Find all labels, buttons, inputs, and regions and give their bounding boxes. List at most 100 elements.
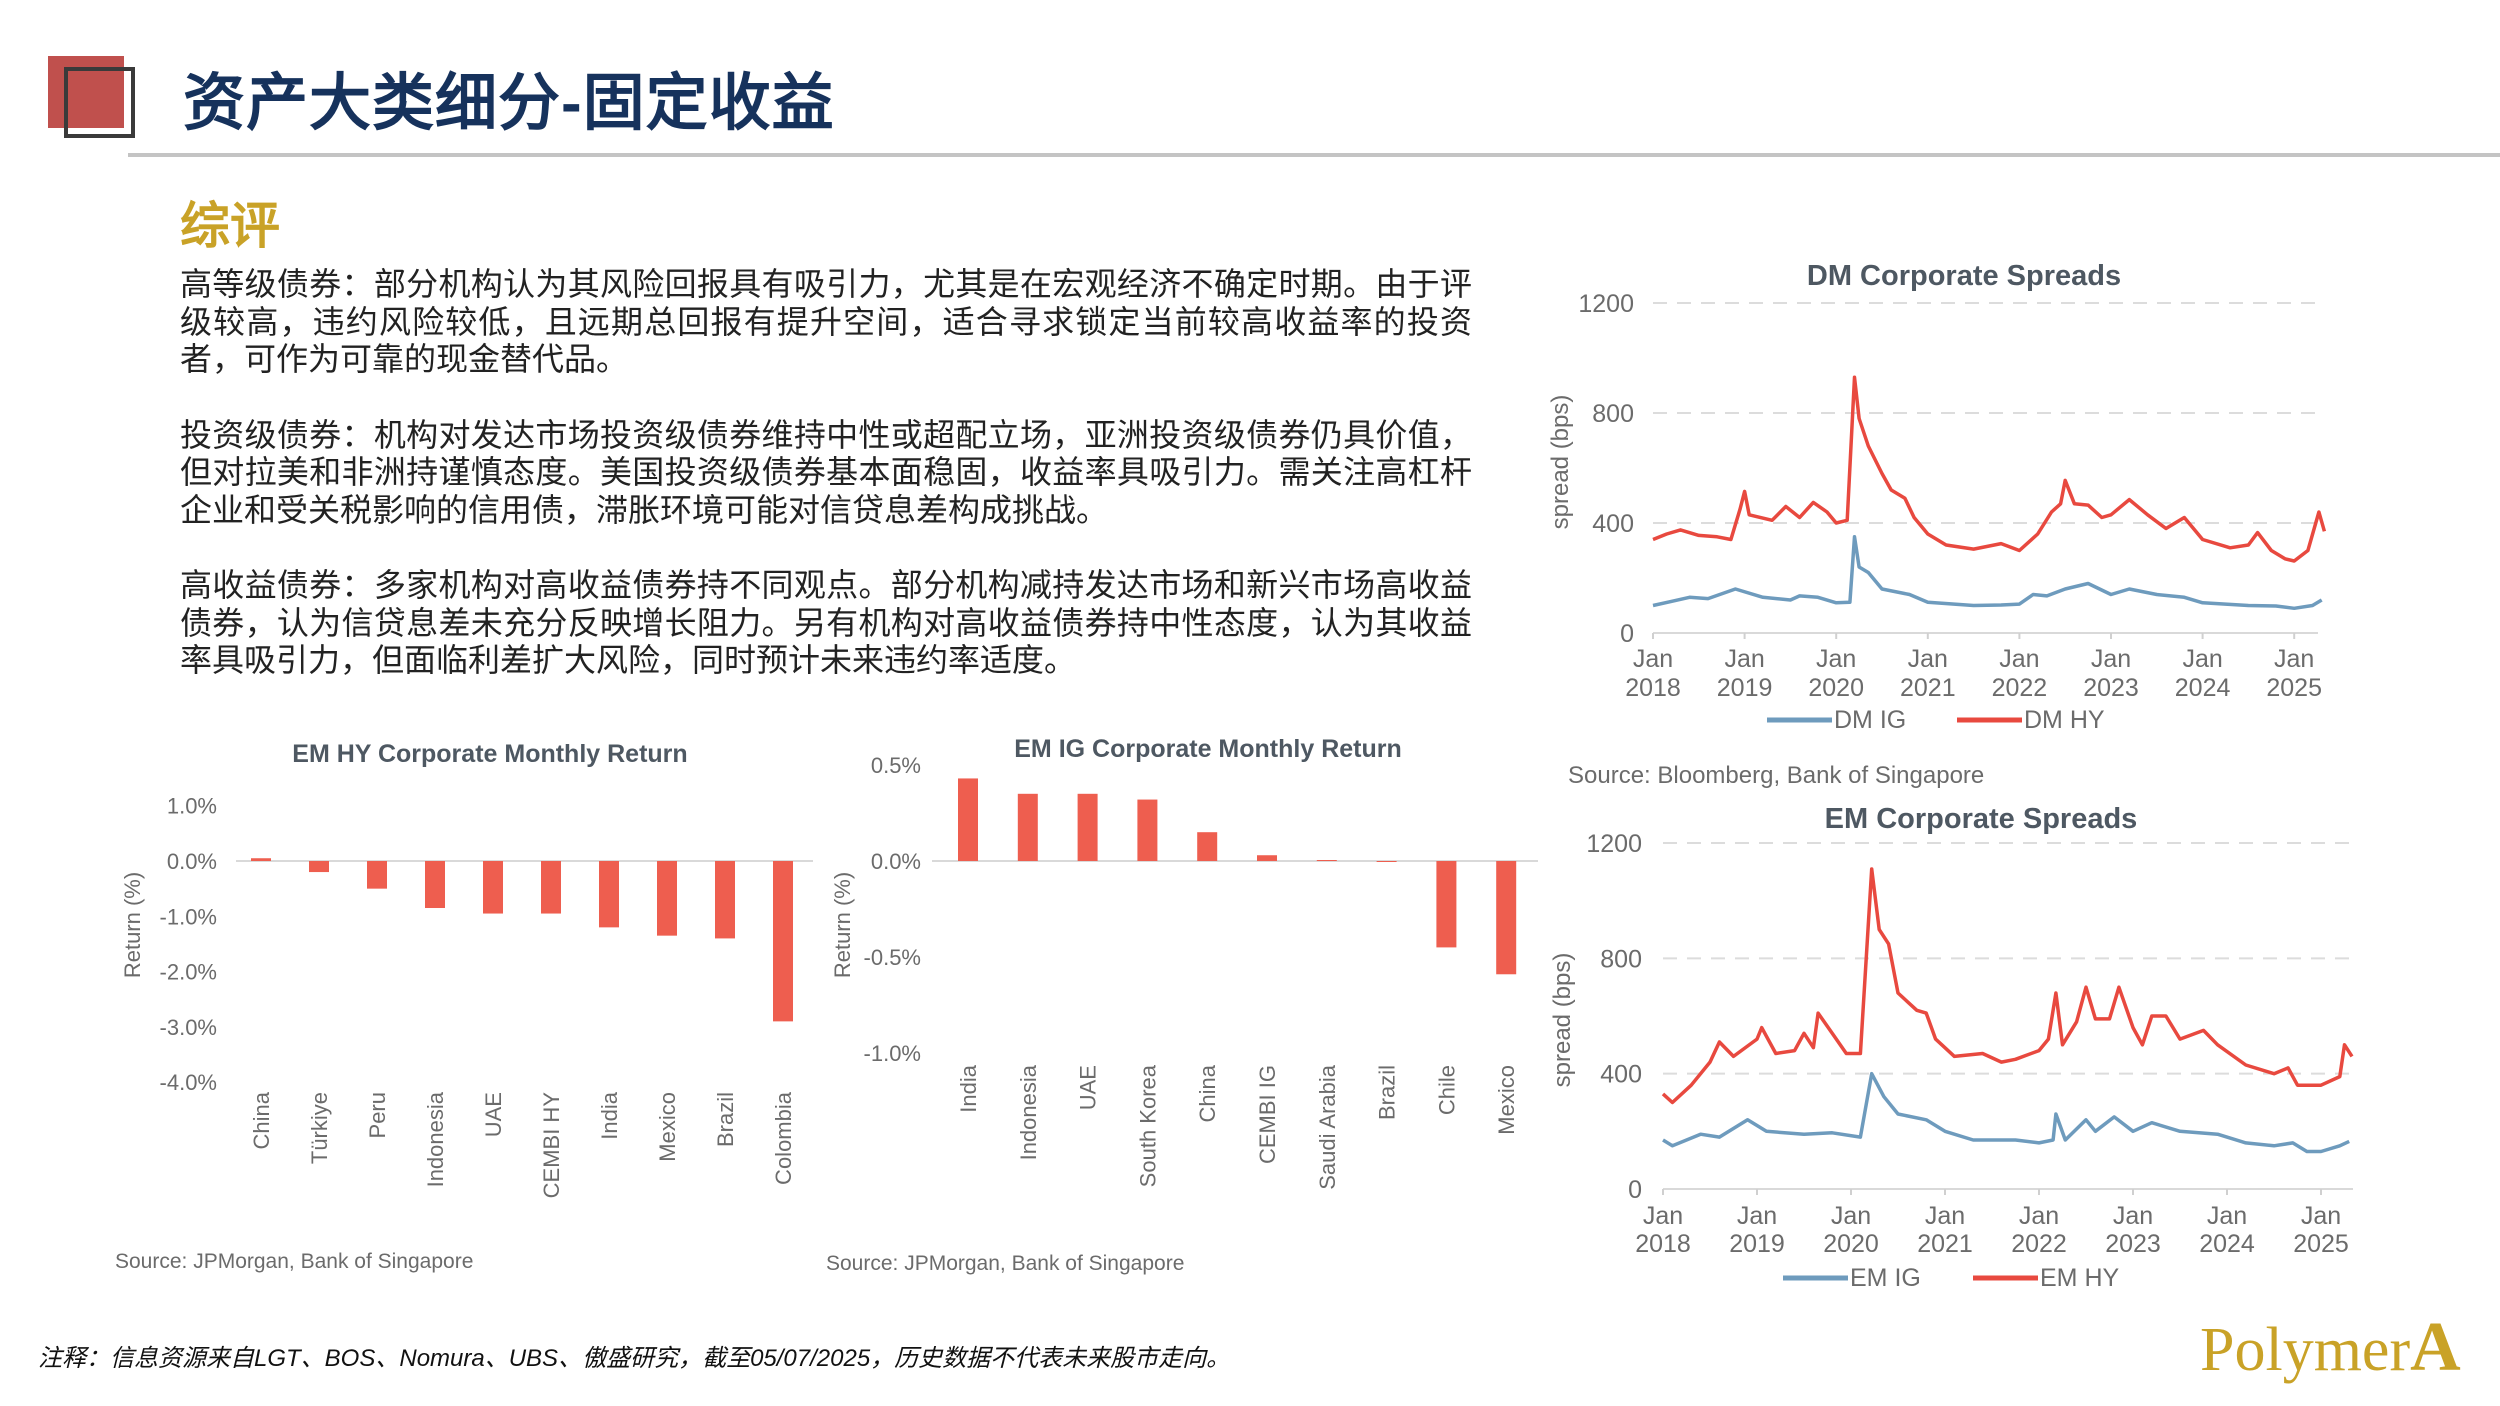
x-tick-year: 2025: [2293, 1230, 2349, 1258]
bar-cembi-ig: [1257, 855, 1277, 861]
series-line-dm-ig: [1652, 535, 2323, 611]
series-line-em-ig: [1662, 1071, 2350, 1154]
x-category-label: Brazil: [713, 1092, 738, 1147]
x-tick-year: 2022: [1992, 674, 2048, 702]
bar-china: [1197, 832, 1218, 861]
chart-title: EM IG Corporate Monthly Return: [1014, 735, 1402, 763]
x-category-label: Colombia: [771, 1091, 796, 1185]
y-tick-label: -1.0%: [160, 904, 217, 929]
section-heading: 综评: [180, 198, 280, 254]
bar-india: [599, 861, 619, 928]
bar-türkiye: [309, 861, 329, 873]
polymera-logo: PolymerA: [2200, 1308, 2461, 1388]
x-tick-year: 2023: [2083, 674, 2139, 702]
x-tick-year: 2020: [1808, 674, 1864, 702]
bar-brazil: [715, 861, 735, 939]
x-category-label: Peru: [365, 1092, 390, 1138]
bar-peru: [367, 861, 387, 889]
x-category-label: CEMBI HY: [539, 1092, 564, 1199]
y-tick-label: -0.5%: [864, 945, 921, 970]
x-tick-year: 2018: [1635, 1230, 1691, 1258]
y-tick-label: 800: [1600, 945, 1642, 973]
x-tick-month: Jan: [1925, 1202, 1965, 1230]
bar-mexico: [657, 861, 677, 936]
x-category-label: Chile: [1434, 1065, 1459, 1115]
x-category-label: Mexico: [1494, 1065, 1519, 1135]
x-tick-month: Jan: [1908, 645, 1948, 673]
x-tick-month: Jan: [2182, 645, 2222, 673]
series-line-em-hy: [1661, 867, 2354, 1105]
x-tick-month: Jan: [1816, 645, 1856, 673]
x-tick-month: Jan: [2091, 645, 2131, 673]
bar-china: [251, 858, 271, 861]
y-axis-title: spread (bps): [1549, 953, 1576, 1088]
y-tick-label: -2.0%: [160, 960, 217, 985]
x-category-label: Brazil: [1375, 1065, 1400, 1120]
y-tick-label: 800: [1592, 400, 1634, 428]
x-category-label: Saudi Arabia: [1315, 1064, 1340, 1190]
dm-spreads-chart: DM Corporate Spreads 0 400 800 1200 spread (b…: [1547, 260, 2327, 789]
x-tick-month: Jan: [2113, 1202, 2153, 1230]
y-tick-label: -4.0%: [160, 1070, 217, 1095]
y-tick-label: 400: [1600, 1061, 1642, 1089]
y-tick-label: 0.5%: [871, 753, 921, 778]
x-tick-month: Jan: [1633, 645, 1673, 673]
bar-indonesia: [425, 861, 445, 909]
legend-label: EM IG: [1850, 1264, 1921, 1292]
y-tick-label: -3.0%: [160, 1015, 217, 1040]
page-title: 资产大类细分-固定收益: [183, 69, 835, 138]
chart-source: Source: JPMorgan, Bank of Singapore: [115, 1250, 473, 1273]
chart-title: EM Corporate Spreads: [1825, 803, 2138, 835]
chart-source: Source: JPMorgan, Bank of Singapore: [826, 1252, 1184, 1275]
y-tick-label: 1.0%: [167, 794, 217, 819]
x-tick-year: 2022: [2011, 1230, 2067, 1258]
commentary-block: 高等级债券：部分机构认为其风险回报具有吸引力，尤其是在宏观经济不确定时期。由于评…: [180, 266, 1472, 718]
y-tick-label: 0.0%: [871, 849, 921, 874]
x-tick-month: Jan: [1737, 1202, 1777, 1230]
logo-mark: A: [2410, 1309, 2461, 1386]
bar-colombia: [773, 861, 793, 1022]
y-tick-label: 0: [1628, 1176, 1642, 1204]
legend-label: DM IG: [1834, 706, 1906, 734]
x-tick-year: 2019: [1729, 1230, 1785, 1258]
x-tick-year: 2023: [2105, 1230, 2161, 1258]
x-tick-month: Jan: [1831, 1202, 1871, 1230]
commentary-high-yield: 高收益债券：多家机构对高收益债券持不同观点。部分机构减持发达市场和新兴市场高收益…: [180, 567, 1472, 678]
bar-uae: [1077, 793, 1098, 861]
bar-south-korea: [1137, 799, 1158, 861]
y-tick-label: 1200: [1586, 830, 1642, 858]
x-category-label: Mexico: [655, 1092, 680, 1162]
logo-text: Polymer: [2200, 1316, 2411, 1384]
x-tick-year: 2021: [1900, 674, 1956, 702]
y-tick-label: 0.0%: [167, 849, 217, 874]
y-axis-title: Return (%): [120, 872, 145, 978]
chart-title: EM HY Corporate Monthly Return: [292, 740, 687, 768]
em-hy-return-chart: EM HY Corporate Monthly Return 1.0% 0.0% -1…: [115, 740, 813, 1273]
x-category-label: Indonesia: [1016, 1064, 1041, 1160]
x-tick-year: 2020: [1823, 1230, 1879, 1258]
x-tick-year: 2024: [2199, 1230, 2255, 1258]
em-spreads-chart: EM Corporate Spreads 0 400 800 1200 spread (b…: [1549, 803, 2354, 1292]
bar-indonesia: [1017, 793, 1038, 861]
y-tick-label: 400: [1592, 510, 1634, 538]
x-tick-year: 2018: [1625, 674, 1681, 702]
bar-india: [958, 778, 978, 861]
x-tick-month: Jan: [2207, 1202, 2247, 1230]
x-category-label: China: [1195, 1064, 1220, 1122]
bar-chile: [1436, 861, 1457, 948]
x-category-label: India: [956, 1064, 981, 1112]
x-tick-year: 2021: [1917, 1230, 1973, 1258]
y-tick-label: 1200: [1578, 290, 1634, 318]
legend-label: EM HY: [2040, 1264, 2120, 1292]
y-axis-title: spread (bps): [1547, 395, 1574, 530]
bar-brazil: [1376, 861, 1397, 862]
x-tick-month: Jan: [1643, 1202, 1683, 1230]
bar-saudi-arabia: [1316, 860, 1337, 861]
x-category-label: Türkiye: [307, 1092, 332, 1164]
title-accent-outline-square: [64, 67, 135, 138]
x-category-label: UAE: [481, 1092, 506, 1137]
x-tick-month: Jan: [1999, 645, 2039, 673]
y-tick-label: 0: [1620, 620, 1634, 648]
series-line-dm-hy: [1652, 375, 2327, 563]
